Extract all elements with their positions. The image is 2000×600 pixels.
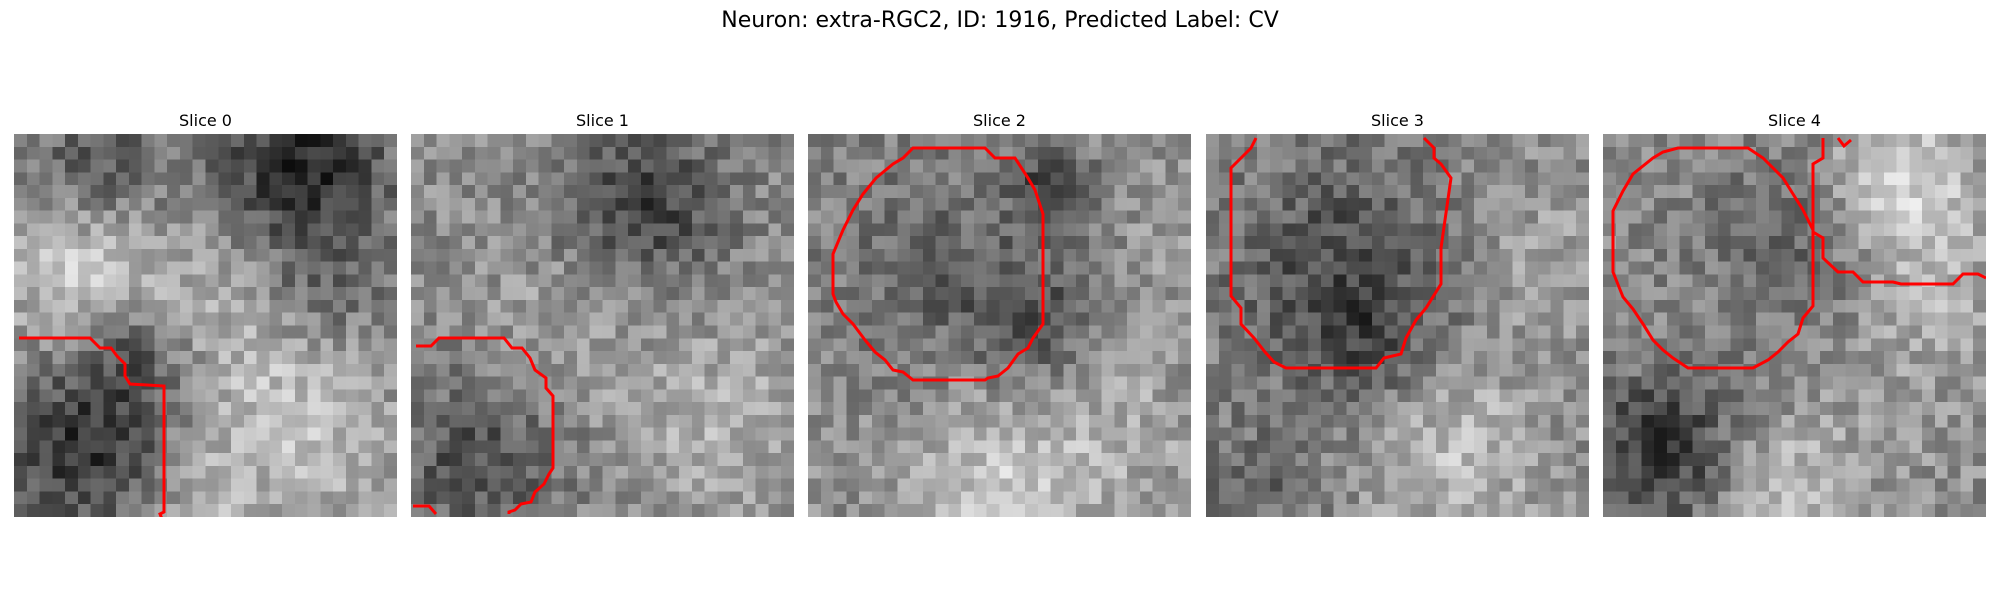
slice-panel-4: Slice 4 bbox=[1603, 108, 1986, 517]
slice-title: Slice 1 bbox=[576, 111, 629, 130]
slice-panel-1: Slice 1 bbox=[411, 108, 794, 517]
slice-title: Slice 0 bbox=[179, 111, 232, 130]
slice-title: Slice 3 bbox=[1371, 111, 1424, 130]
contour-line bbox=[19, 336, 166, 517]
grayscale-image bbox=[411, 134, 794, 517]
segmentation-contour bbox=[413, 336, 555, 515]
microscopy-image bbox=[1206, 134, 1589, 517]
microscopy-image bbox=[1603, 134, 1986, 517]
grayscale-image bbox=[1206, 134, 1589, 517]
grayscale-image bbox=[14, 134, 397, 517]
slice-title: Slice 2 bbox=[973, 111, 1026, 130]
slice-title: Slice 4 bbox=[1768, 111, 1821, 130]
contour-line bbox=[831, 146, 1045, 382]
slice-panel-3: Slice 3 bbox=[1206, 108, 1589, 517]
segmentation-contour bbox=[831, 146, 1045, 382]
microscopy-image bbox=[808, 134, 1191, 517]
slice-panel-2: Slice 2 bbox=[808, 108, 1191, 517]
contour-line bbox=[1611, 146, 1815, 370]
microscopy-image bbox=[411, 134, 794, 517]
contour-line bbox=[416, 336, 555, 514]
segmentation-contour bbox=[19, 336, 166, 517]
contour-line bbox=[413, 504, 438, 515]
microscopy-image bbox=[14, 134, 397, 517]
segmentation-contour bbox=[1611, 137, 1986, 370]
segmentation-contour bbox=[1229, 136, 1453, 370]
grayscale-image bbox=[808, 134, 1191, 517]
contour-line bbox=[1836, 137, 1852, 149]
contour-line bbox=[1811, 138, 1986, 286]
slice-panel-0: Slice 0 bbox=[14, 108, 397, 517]
contour-line bbox=[1229, 136, 1453, 370]
figure-title: Neuron: extra-RGC2, ID: 1916, Predicted … bbox=[721, 8, 1279, 33]
